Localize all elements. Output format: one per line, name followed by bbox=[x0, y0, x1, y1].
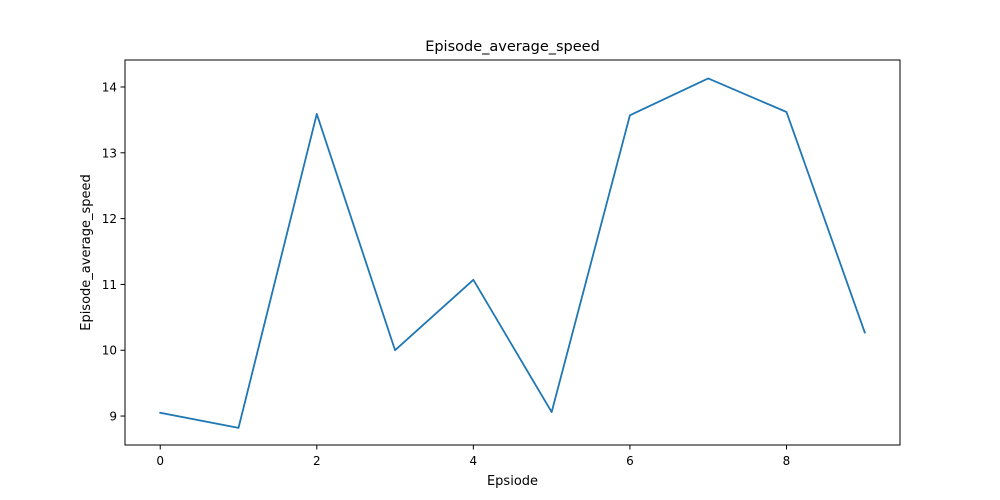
y-axis-label: Episode_average_speed bbox=[79, 174, 94, 331]
y-tick-label: 13 bbox=[102, 146, 117, 160]
x-tick-label: 4 bbox=[470, 454, 478, 468]
x-axis: 0 2 4 6 8 bbox=[156, 445, 790, 468]
y-tick-label: 10 bbox=[102, 344, 117, 358]
y-tick-label: 11 bbox=[102, 278, 117, 292]
x-tick-label: 6 bbox=[626, 454, 634, 468]
plot-area bbox=[125, 60, 900, 445]
y-axis: 9 10 11 12 13 14 bbox=[102, 80, 125, 424]
series-layer bbox=[159, 77, 866, 429]
plot-frame bbox=[124, 59, 901, 446]
chart-title: Episode_average_speed bbox=[425, 39, 600, 55]
x-tick-label: 2 bbox=[313, 454, 321, 468]
y-tick-label: 12 bbox=[102, 212, 117, 226]
y-tick-label: 9 bbox=[109, 410, 117, 424]
x-tick-label: 8 bbox=[783, 454, 791, 468]
x-axis-label: Epsiode bbox=[487, 474, 538, 489]
series-line bbox=[159, 77, 866, 429]
x-tick-label: 0 bbox=[156, 454, 164, 468]
y-tick-label: 14 bbox=[102, 80, 117, 94]
